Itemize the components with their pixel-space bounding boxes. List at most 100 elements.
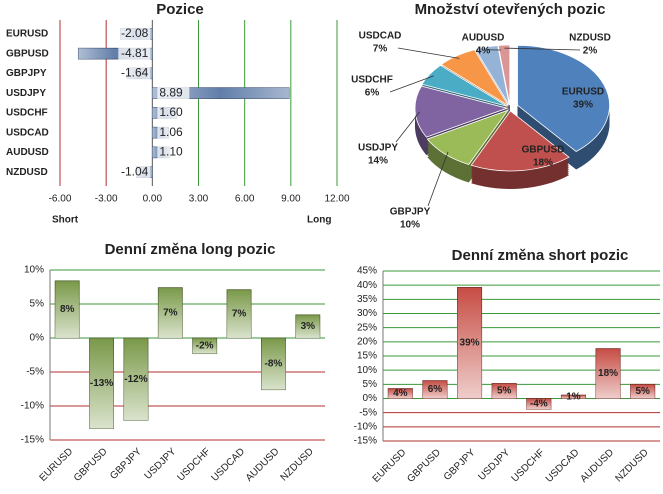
slice-label: NZDUSD	[569, 33, 611, 44]
x-tick-label: 0.00	[143, 194, 163, 205]
bar-shine	[595, 348, 621, 399]
value-label: 7%	[163, 307, 178, 318]
x-tick-label: 6.00	[235, 194, 255, 205]
x-tick-label: GBPUSD	[405, 447, 443, 485]
value-label: -12%	[124, 374, 147, 385]
slice	[497, 44, 511, 106]
value-label: 1%	[566, 391, 581, 402]
value-label: 5%	[497, 386, 512, 397]
value-label: 8%	[60, 304, 75, 315]
value-label-bg	[118, 46, 151, 61]
value-label: 8.89	[159, 85, 183, 99]
bar-shine	[78, 48, 153, 60]
slice	[470, 110, 570, 172]
bar-shine	[422, 380, 448, 399]
slice-value: 6%	[365, 88, 380, 99]
x-tick-label: GBPUSD	[72, 446, 110, 484]
value-label: -1.04	[121, 164, 149, 178]
slice-label: USDCAD	[359, 31, 402, 42]
y-tick-label: 5%	[363, 379, 378, 390]
value-label-bg	[157, 86, 190, 101]
x-tick-label: AUDUSD	[578, 447, 616, 485]
y-tick-label: -15%	[21, 435, 44, 446]
y-tick-label: 45%	[357, 266, 377, 277]
leader-line	[427, 151, 449, 207]
slice	[414, 85, 509, 138]
slice-label: GBPUSD	[522, 145, 565, 156]
slice-label: EURUSD	[562, 87, 604, 98]
value-label: -2.08	[121, 26, 149, 40]
value-label-bg	[157, 125, 190, 140]
category-label: USDCHF	[6, 108, 48, 119]
bar-shine	[561, 395, 586, 399]
slice	[517, 44, 610, 152]
value-label: -1.64	[121, 66, 149, 80]
category-label: USDJPY	[6, 88, 46, 99]
y-tick-label: 40%	[357, 280, 377, 291]
slice	[474, 45, 510, 106]
x-tick-label: 9.00	[281, 194, 301, 205]
x-tick-label: USDCAD	[209, 446, 247, 484]
bar-shine	[492, 383, 517, 399]
value-label-bg	[118, 165, 151, 180]
leader-line	[397, 47, 460, 59]
slice-value: 4%	[476, 46, 491, 57]
chart-title: Denní změna short pozic	[452, 247, 629, 264]
bar-shine	[388, 388, 413, 399]
bar-shine	[152, 87, 290, 99]
y-tick-label: -10%	[21, 401, 44, 412]
x-axis-label: Short	[52, 215, 79, 226]
value-label: -13%	[90, 378, 113, 389]
x-axis-label: Long	[307, 215, 331, 226]
y-tick-label: 10%	[24, 265, 44, 276]
leader-line	[504, 47, 581, 51]
y-tick-label: -15%	[354, 436, 377, 447]
y-tick-label: 20%	[357, 336, 377, 347]
x-tick-label: USDCHF	[175, 446, 212, 483]
slice	[426, 109, 510, 165]
slice-value: 18%	[533, 158, 553, 169]
x-tick-label: -3.00	[95, 194, 118, 205]
slice-value: 14%	[368, 156, 388, 167]
category-label: AUDUSD	[6, 147, 49, 158]
slice-label: AUDUSD	[462, 33, 505, 44]
value-label-bg	[157, 105, 190, 120]
category-label: NZDUSD	[6, 167, 48, 178]
y-tick-label: 5%	[30, 299, 45, 310]
y-tick-label: -5%	[359, 407, 377, 418]
bar-shine	[55, 280, 80, 338]
x-tick-label: EURUSD	[38, 446, 76, 484]
value-label: -2%	[196, 340, 214, 351]
y-tick-label: 0%	[363, 393, 378, 404]
bar-shine	[227, 289, 252, 338]
y-tick-label: 0%	[30, 333, 45, 344]
slice-value: 2%	[583, 46, 598, 57]
category-label: USDCAD	[6, 127, 49, 138]
x-tick-label: GBPJPY	[442, 447, 478, 483]
bar-shine	[526, 398, 551, 410]
chart-title: Denní změna long pozic	[105, 241, 276, 258]
category-label: EURUSD	[6, 29, 48, 40]
y-tick-label: 15%	[357, 351, 377, 362]
value-label: 18%	[598, 368, 618, 379]
y-tick-label: 35%	[357, 294, 377, 305]
value-label: 6%	[428, 384, 443, 395]
x-tick-label: USDJPY	[477, 447, 513, 483]
value-label: 7%	[232, 309, 247, 320]
slice-label: USDCHF	[351, 75, 393, 86]
y-tick-label: -10%	[354, 421, 377, 432]
bar-shine	[123, 338, 148, 421]
x-tick-label: 3.00	[189, 194, 209, 205]
x-tick-label: USDCAD	[544, 447, 582, 485]
bar-shine	[457, 287, 482, 399]
value-label: 39%	[460, 338, 480, 349]
value-label: 1.06	[159, 125, 183, 139]
x-tick-label: -6.00	[49, 194, 72, 205]
chart-title: Pozice	[156, 1, 204, 18]
category-label: GBPJPY	[6, 68, 47, 79]
x-tick-label: NZDUSD	[613, 447, 650, 484]
x-tick-label: EURUSD	[371, 447, 409, 485]
slice-value: 7%	[373, 44, 388, 55]
value-label: -4%	[530, 399, 548, 410]
